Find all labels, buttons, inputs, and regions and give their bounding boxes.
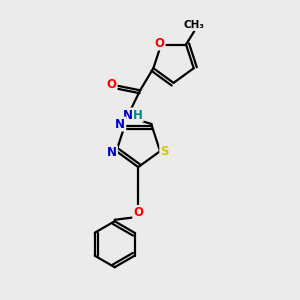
Text: O: O (133, 206, 143, 219)
Text: O: O (154, 37, 165, 50)
Text: N: N (123, 109, 134, 122)
Text: O: O (106, 78, 117, 91)
Text: N: N (115, 118, 125, 130)
Text: S: S (160, 145, 169, 158)
Text: N: N (107, 146, 117, 159)
Text: H: H (133, 109, 143, 122)
Text: CH₃: CH₃ (184, 20, 205, 30)
